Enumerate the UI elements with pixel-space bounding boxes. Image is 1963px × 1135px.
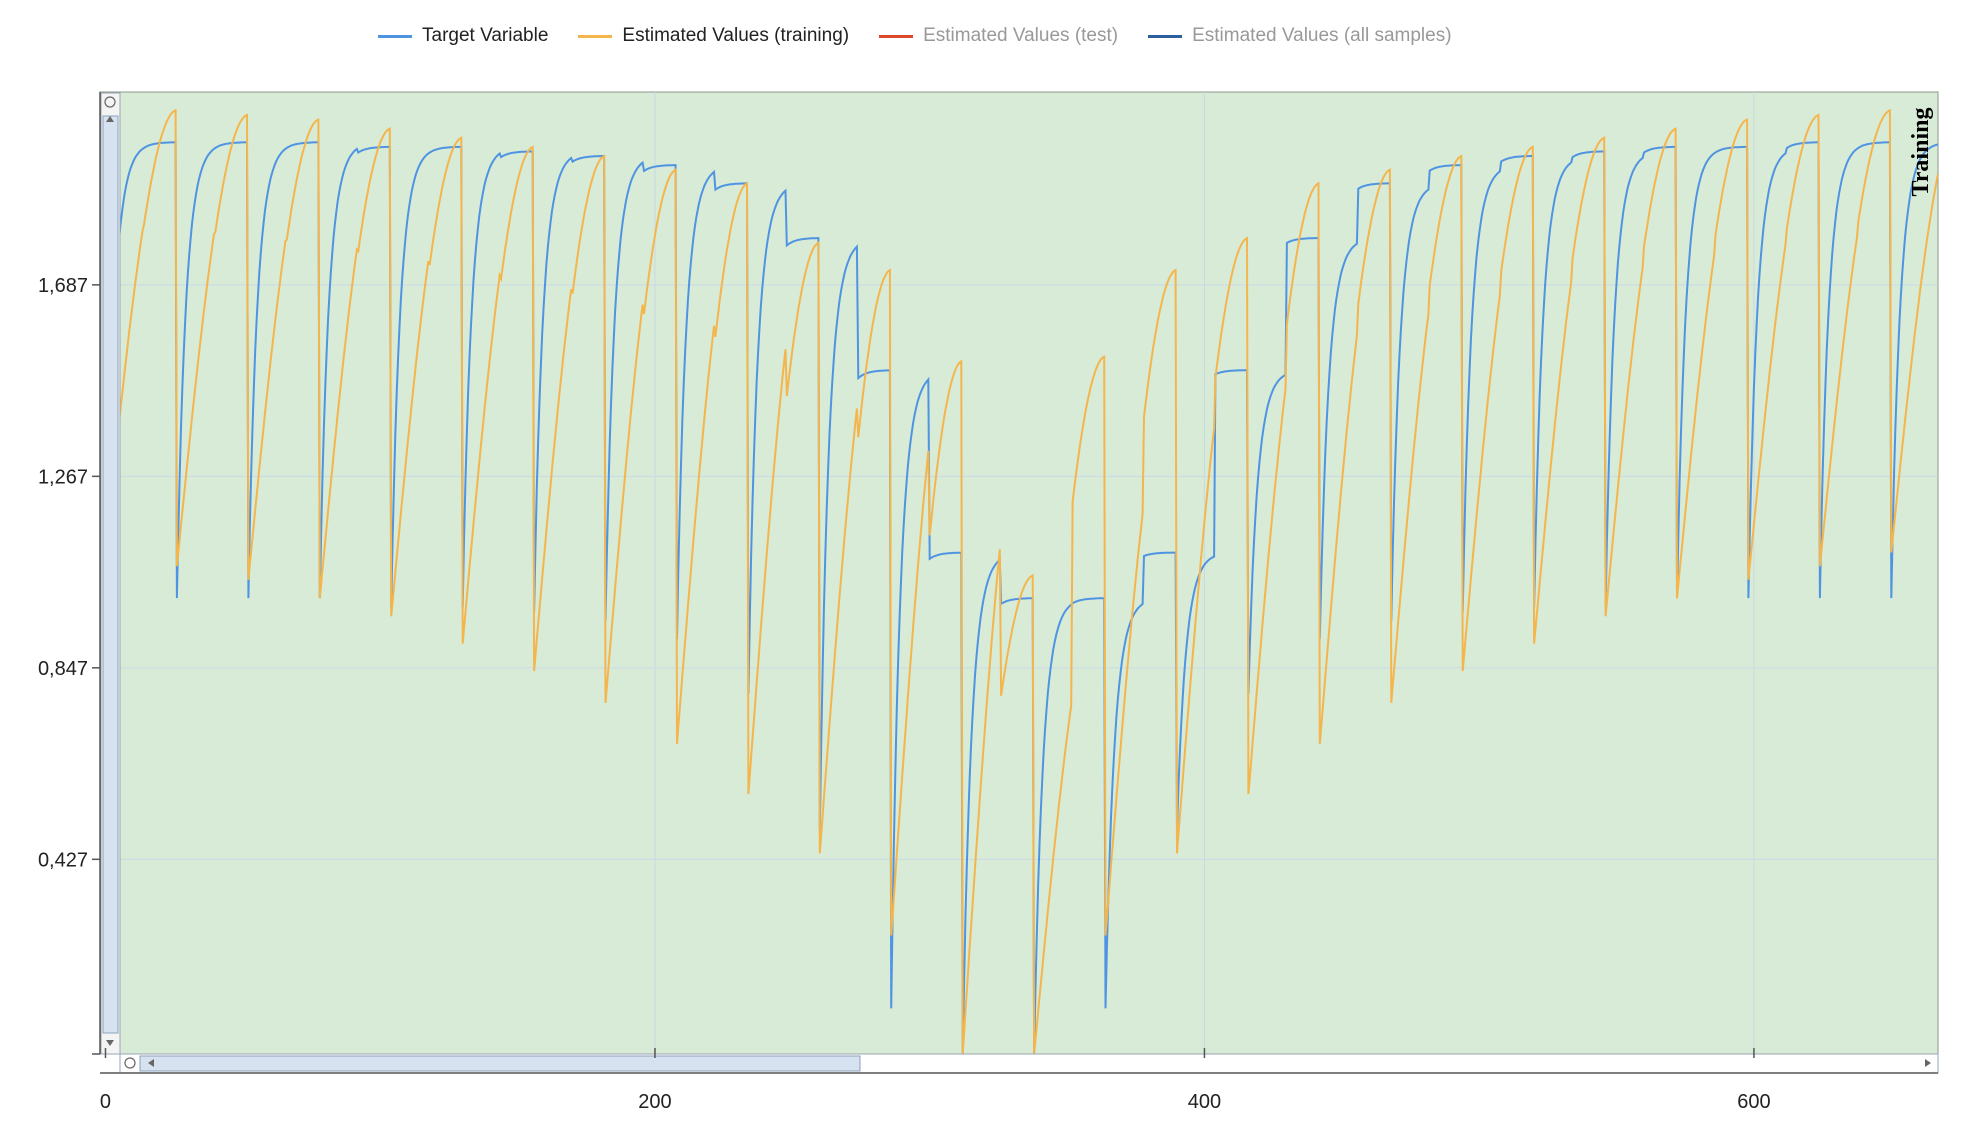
legend-label-target-variable: Target Variable (422, 25, 549, 46)
x-axis-ticks: 0 200 400 600 (100, 1048, 1771, 1113)
series-line-target-variable (104, 141, 1938, 1054)
legend-label-estimated-test: Estimated Values (test) (923, 25, 1119, 46)
x-tick-label: 400 (1188, 1091, 1221, 1113)
legend-item-target-variable[interactable]: Target Variable (378, 25, 548, 47)
chart-legend: Target Variable Estimated Values (traini… (378, 22, 1482, 50)
horizontal-scrollbar[interactable] (119, 1053, 1939, 1074)
legend-label-estimated-all-samples: Estimated Values (all samples) (1192, 25, 1452, 46)
y-tick-label: 1,687 (38, 275, 88, 297)
legend-swatch-estimated-training (578, 34, 613, 38)
y-tick-label: 0,427 (38, 849, 88, 871)
x-tick-label: 200 (638, 1091, 671, 1113)
training-badge: Training (1908, 108, 1934, 197)
legend-label-estimated-training: Estimated Values (training) (622, 25, 850, 46)
plot-area (99, 91, 1939, 1055)
legend-swatch-estimated-all-samples (1148, 34, 1183, 38)
legend-item-estimated-test[interactable]: Estimated Values (test) (879, 25, 1118, 47)
y-axis-ticks: 0,427 0,847 1,267 1,687 (38, 275, 100, 1055)
scroll-left-arrow-icon[interactable] (148, 1059, 154, 1067)
vertical-scroll-thumb[interactable] (102, 115, 119, 1034)
vertical-zoom-reset-icon[interactable] (104, 96, 116, 108)
vertical-scrollbar[interactable] (100, 92, 121, 1055)
legend-item-estimated-all-samples[interactable]: Estimated Values (all samples) (1148, 25, 1452, 47)
x-tick-label: 600 (1737, 1091, 1770, 1113)
axes (99, 92, 1938, 1074)
horizontal-zoom-reset-icon[interactable] (124, 1057, 136, 1069)
y-tick-label: 1,267 (38, 466, 88, 488)
legend-swatch-estimated-test (879, 34, 914, 38)
scroll-right-arrow-icon[interactable] (1925, 1059, 1931, 1067)
training-badge-text: Training (1908, 108, 1934, 197)
legend-item-estimated-training[interactable]: Estimated Values (training) (578, 25, 849, 47)
y-tick-label: 0,847 (38, 658, 88, 680)
scroll-down-arrow-icon[interactable] (106, 1040, 114, 1046)
grid-lines (100, 92, 1938, 1054)
x-tick-label: 0 (100, 1091, 111, 1113)
horizontal-scroll-thumb[interactable] (139, 1055, 861, 1072)
scroll-up-arrow-icon[interactable] (106, 116, 114, 122)
legend-swatch-target-variable (378, 34, 412, 38)
series-line-estimated-training (104, 108, 1938, 1054)
